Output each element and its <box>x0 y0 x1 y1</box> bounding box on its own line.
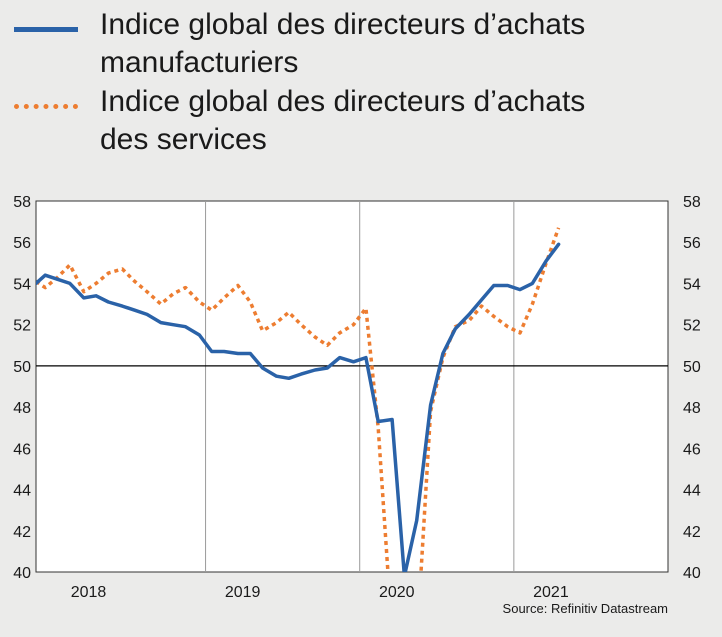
y-tick-label-left: 54 <box>13 276 31 293</box>
y-tick-label-left: 48 <box>13 400 31 417</box>
y-tick-label-right: 46 <box>683 441 701 458</box>
y-tick-label-right: 48 <box>683 400 701 417</box>
y-tick-label-right: 40 <box>683 565 701 582</box>
chart-legend: Indice global des directeurs d’achats ma… <box>14 6 620 160</box>
series-line-services <box>36 227 561 572</box>
y-tick-label-right: 54 <box>683 276 701 293</box>
series-line-manufacturing <box>36 242 561 572</box>
y-tick-label-right: 44 <box>683 483 701 500</box>
y-tick-label-left: 56 <box>13 235 31 252</box>
legend-item-manufacturing: Indice global des directeurs d’achats ma… <box>14 6 620 82</box>
y-tick-label-left: 46 <box>13 441 31 458</box>
y-tick-label-left: 42 <box>13 524 31 541</box>
y-axis-left-ticks: 40 42 44 46 48 50 52 54 56 58 <box>13 194 31 582</box>
y-tick-label-left: 40 <box>13 565 31 582</box>
legend-label-manufacturing: Indice global des directeurs d’achats ma… <box>100 8 586 79</box>
y-tick-label-right: 52 <box>683 318 701 335</box>
y-tick-label-right: 42 <box>683 524 701 541</box>
x-tick-label: 2020 <box>379 584 415 601</box>
y-tick-label-left: 50 <box>13 359 31 376</box>
x-axis-tick-labels: 2018 2019 2020 2021 <box>71 584 569 601</box>
vertical-gridlines <box>205 201 515 572</box>
legend-item-services: Indice global des directeurs d’achats de… <box>14 83 620 159</box>
y-tick-label-left: 58 <box>13 194 31 211</box>
x-tick-label: 2018 <box>71 584 107 601</box>
legend-label-services: Indice global des directeurs d’achats de… <box>100 85 586 156</box>
plot-area <box>35 200 669 573</box>
x-tick-label: 2019 <box>225 584 261 601</box>
x-tick-label: 2021 <box>533 584 569 601</box>
source-note: Source: Refinitiv Datastream <box>503 601 668 616</box>
legend-swatch-manufacturing <box>14 27 78 32</box>
y-axis-right-ticks: 40 42 44 46 48 50 52 54 56 58 <box>683 194 701 582</box>
y-tick-label-right: 50 <box>683 359 701 376</box>
y-tick-label-right: 58 <box>683 194 701 211</box>
y-tick-label-left: 52 <box>13 318 31 335</box>
legend-swatch-services <box>14 104 78 109</box>
y-tick-label-right: 56 <box>683 235 701 252</box>
y-tick-label-left: 44 <box>13 483 31 500</box>
